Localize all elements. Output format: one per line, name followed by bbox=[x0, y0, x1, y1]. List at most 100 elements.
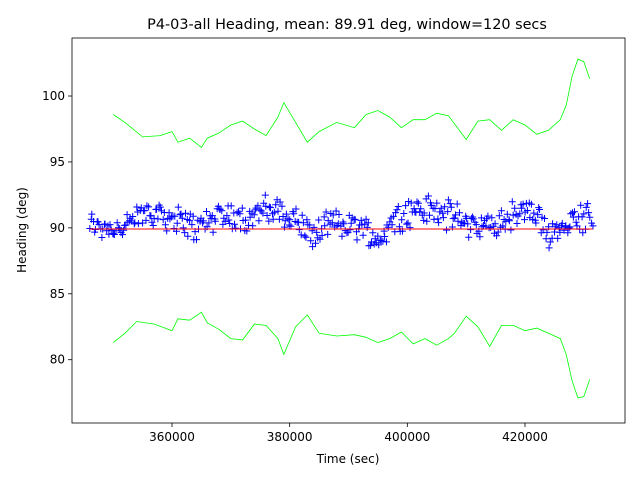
data-point bbox=[476, 233, 484, 241]
data-point bbox=[165, 209, 173, 217]
x-tick-label: 380000 bbox=[267, 430, 313, 444]
data-point bbox=[261, 191, 269, 199]
data-point bbox=[249, 222, 257, 230]
data-point bbox=[464, 220, 472, 228]
data-point bbox=[502, 217, 510, 225]
data-point bbox=[375, 241, 383, 249]
data-point bbox=[497, 207, 505, 215]
data-point bbox=[482, 222, 490, 230]
data-point bbox=[338, 232, 346, 240]
data-point bbox=[580, 210, 588, 218]
data-point bbox=[384, 223, 392, 231]
data-point bbox=[456, 209, 463, 217]
data-point bbox=[444, 208, 452, 216]
data-point bbox=[295, 226, 303, 234]
data-point bbox=[272, 201, 280, 209]
y-tick-label: 80 bbox=[50, 353, 65, 367]
data-point bbox=[546, 238, 554, 246]
data-point bbox=[119, 231, 126, 239]
x-axis: 360000 380000 400000 420000 bbox=[149, 423, 548, 444]
data-point bbox=[310, 223, 318, 231]
data-point bbox=[436, 208, 444, 216]
data-point bbox=[269, 215, 277, 223]
data-point bbox=[274, 207, 282, 215]
data-point bbox=[431, 205, 439, 213]
data-point bbox=[488, 214, 496, 222]
data-point bbox=[209, 228, 217, 236]
data-point bbox=[346, 226, 354, 234]
data-point bbox=[256, 206, 264, 214]
y-tick-label: 100 bbox=[42, 89, 65, 103]
data-point bbox=[556, 228, 564, 236]
data-point bbox=[86, 225, 94, 232]
data-point bbox=[255, 217, 263, 225]
upper-bound-line bbox=[112, 58, 591, 148]
data-point bbox=[290, 210, 298, 218]
data-point bbox=[518, 204, 526, 212]
data-point bbox=[131, 219, 139, 227]
data-point bbox=[453, 200, 461, 208]
data-point bbox=[318, 231, 326, 239]
data-point bbox=[519, 200, 527, 208]
y-tick-label: 85 bbox=[50, 287, 65, 301]
data-point bbox=[406, 224, 414, 232]
data-point bbox=[451, 214, 459, 222]
data-point bbox=[435, 219, 443, 227]
data-point bbox=[508, 198, 516, 206]
data-point bbox=[578, 213, 586, 221]
data-point bbox=[347, 219, 355, 227]
data-point bbox=[223, 212, 231, 220]
data-point bbox=[389, 212, 397, 220]
data-point bbox=[509, 211, 517, 219]
data-point bbox=[585, 209, 593, 217]
data-point bbox=[315, 216, 323, 224]
data-point bbox=[542, 235, 550, 243]
data-point bbox=[532, 219, 540, 227]
data-point bbox=[414, 199, 422, 207]
data-point bbox=[320, 213, 328, 221]
data-point bbox=[184, 232, 192, 240]
data-point bbox=[357, 216, 365, 224]
data-point bbox=[530, 209, 538, 217]
data-point bbox=[298, 211, 306, 219]
data-point bbox=[443, 226, 450, 234]
data-point bbox=[199, 217, 207, 225]
data-point bbox=[154, 215, 162, 223]
y-tick-label: 95 bbox=[50, 155, 65, 169]
data-point bbox=[306, 221, 314, 229]
data-point bbox=[441, 203, 449, 211]
data-point bbox=[265, 203, 273, 211]
data-point bbox=[309, 243, 317, 251]
data-point bbox=[586, 213, 594, 221]
data-point bbox=[177, 210, 185, 218]
data-point bbox=[340, 220, 348, 228]
data-point bbox=[159, 216, 167, 224]
data-point bbox=[339, 218, 347, 226]
data-point bbox=[467, 226, 475, 234]
data-point bbox=[439, 214, 447, 222]
data-point bbox=[413, 198, 421, 206]
data-point bbox=[402, 202, 410, 210]
data-point bbox=[449, 215, 457, 223]
data-point bbox=[426, 211, 433, 219]
data-point bbox=[565, 224, 573, 232]
data-point bbox=[242, 216, 249, 224]
data-point bbox=[267, 204, 274, 212]
data-point bbox=[225, 216, 233, 224]
data-point bbox=[156, 203, 164, 211]
data-point bbox=[161, 221, 169, 229]
data-point bbox=[214, 202, 222, 210]
data-point bbox=[322, 208, 330, 216]
data-point bbox=[303, 216, 311, 224]
data-point bbox=[211, 217, 219, 225]
data-point bbox=[469, 215, 477, 223]
data-point bbox=[246, 213, 254, 221]
data-point bbox=[377, 237, 385, 245]
data-point bbox=[226, 220, 234, 227]
data-point bbox=[393, 206, 401, 214]
data-point bbox=[232, 224, 240, 232]
data-point bbox=[174, 203, 182, 211]
data-point bbox=[424, 192, 432, 200]
data-point bbox=[332, 207, 340, 215]
